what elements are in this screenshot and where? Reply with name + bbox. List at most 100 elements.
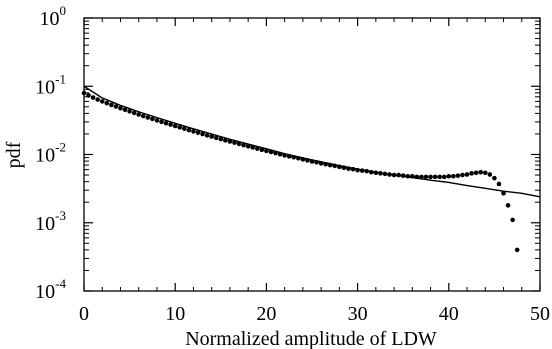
data-point: [414, 174, 420, 180]
data-point: [464, 172, 470, 177]
data-point: [291, 155, 297, 160]
data-point: [127, 109, 132, 114]
data-point: [496, 181, 502, 187]
fit-line: [83, 85, 541, 198]
data-point: [273, 150, 278, 156]
data-point: [455, 173, 461, 178]
data-point: [359, 168, 365, 173]
data-point: [337, 164, 342, 170]
data-point: [286, 154, 292, 159]
y-tick-base: 10: [35, 213, 55, 235]
data-point: [350, 166, 356, 172]
data-point: [168, 122, 173, 127]
data-point: [140, 113, 146, 119]
data-point: [259, 147, 265, 153]
data-point: [300, 157, 306, 162]
data-point: [469, 171, 474, 176]
x-tick-label: 10: [165, 303, 185, 325]
data-point: [209, 134, 214, 139]
data-point: [460, 172, 465, 178]
data-point: [368, 169, 374, 175]
data-point: [405, 173, 411, 179]
data-point: [95, 97, 100, 102]
x-axis-label: Normalized amplitude of LDW: [185, 328, 437, 349]
data-point: [81, 90, 87, 96]
data-point: [296, 155, 301, 161]
data-point: [441, 174, 447, 180]
data-point: [204, 133, 210, 138]
data-point: [492, 175, 497, 181]
data-point: [487, 172, 493, 177]
data-point: [387, 172, 392, 177]
data-point: [396, 172, 401, 178]
data-point: [473, 170, 479, 176]
data-point: [99, 99, 105, 104]
data-point: [318, 161, 324, 166]
data-point: [446, 173, 452, 179]
y-tick-exponent: -2: [55, 140, 66, 155]
x-tick-label: 0: [79, 303, 89, 325]
data-point: [268, 149, 274, 155]
data-point: [323, 161, 328, 167]
data-point: [400, 173, 406, 178]
plot-border: [83, 17, 541, 292]
data-point: [378, 171, 383, 176]
data-point: [501, 191, 506, 196]
data-point: [505, 203, 511, 208]
data-point: [410, 173, 415, 179]
data-point: [432, 174, 438, 180]
data-point: [277, 151, 283, 157]
data-point: [154, 118, 160, 123]
data-point: [136, 112, 142, 117]
data-point: [305, 158, 310, 163]
y-tick-exponent: -3: [55, 208, 66, 223]
data-point: [223, 138, 228, 143]
data-point: [182, 126, 187, 131]
data-point: [341, 165, 347, 171]
y-tick-base: 10: [35, 281, 55, 303]
data-point: [264, 148, 269, 154]
data-point: [218, 136, 224, 142]
data-point: [159, 119, 164, 125]
x-tick-label: 30: [348, 303, 368, 325]
data-point: [437, 174, 442, 180]
data-point: [186, 127, 192, 133]
data-point: [113, 104, 119, 109]
data-point: [195, 130, 201, 135]
x-tick-label: 50: [530, 303, 550, 325]
data-point: [327, 162, 333, 168]
data-point: [478, 169, 484, 175]
data-point: [364, 168, 370, 174]
data-point: [150, 116, 155, 122]
y-tick-label: 10-1: [35, 71, 66, 98]
data-point: [122, 107, 128, 113]
y-tick-exponent: -1: [55, 71, 66, 86]
data-point: [90, 95, 96, 100]
data-point: [241, 142, 246, 148]
data-point: [514, 247, 520, 253]
data-point: [428, 174, 433, 180]
data-point: [510, 217, 515, 223]
y-tick-exponent: -4: [55, 276, 66, 291]
data-point: [227, 139, 233, 144]
y-tick-label: 100: [40, 3, 67, 30]
data-point: [145, 115, 151, 120]
data-point: [482, 170, 488, 176]
y-tick-exponent: 0: [60, 3, 67, 18]
data-point: [355, 167, 360, 173]
data-point: [250, 145, 256, 150]
data-point: [309, 159, 315, 164]
y-tick-label: 10-4: [35, 276, 66, 303]
data-point: [232, 140, 237, 145]
fit-line-series: [83, 85, 541, 198]
data-point: [451, 173, 456, 179]
data-point: [314, 159, 319, 165]
data-point: [177, 125, 183, 130]
y-axis-label: pdf: [3, 141, 25, 168]
data-point: [104, 100, 110, 106]
y-tick-base: 10: [40, 8, 60, 30]
x-tick-label: 20: [256, 303, 276, 325]
data-point: [373, 170, 379, 176]
